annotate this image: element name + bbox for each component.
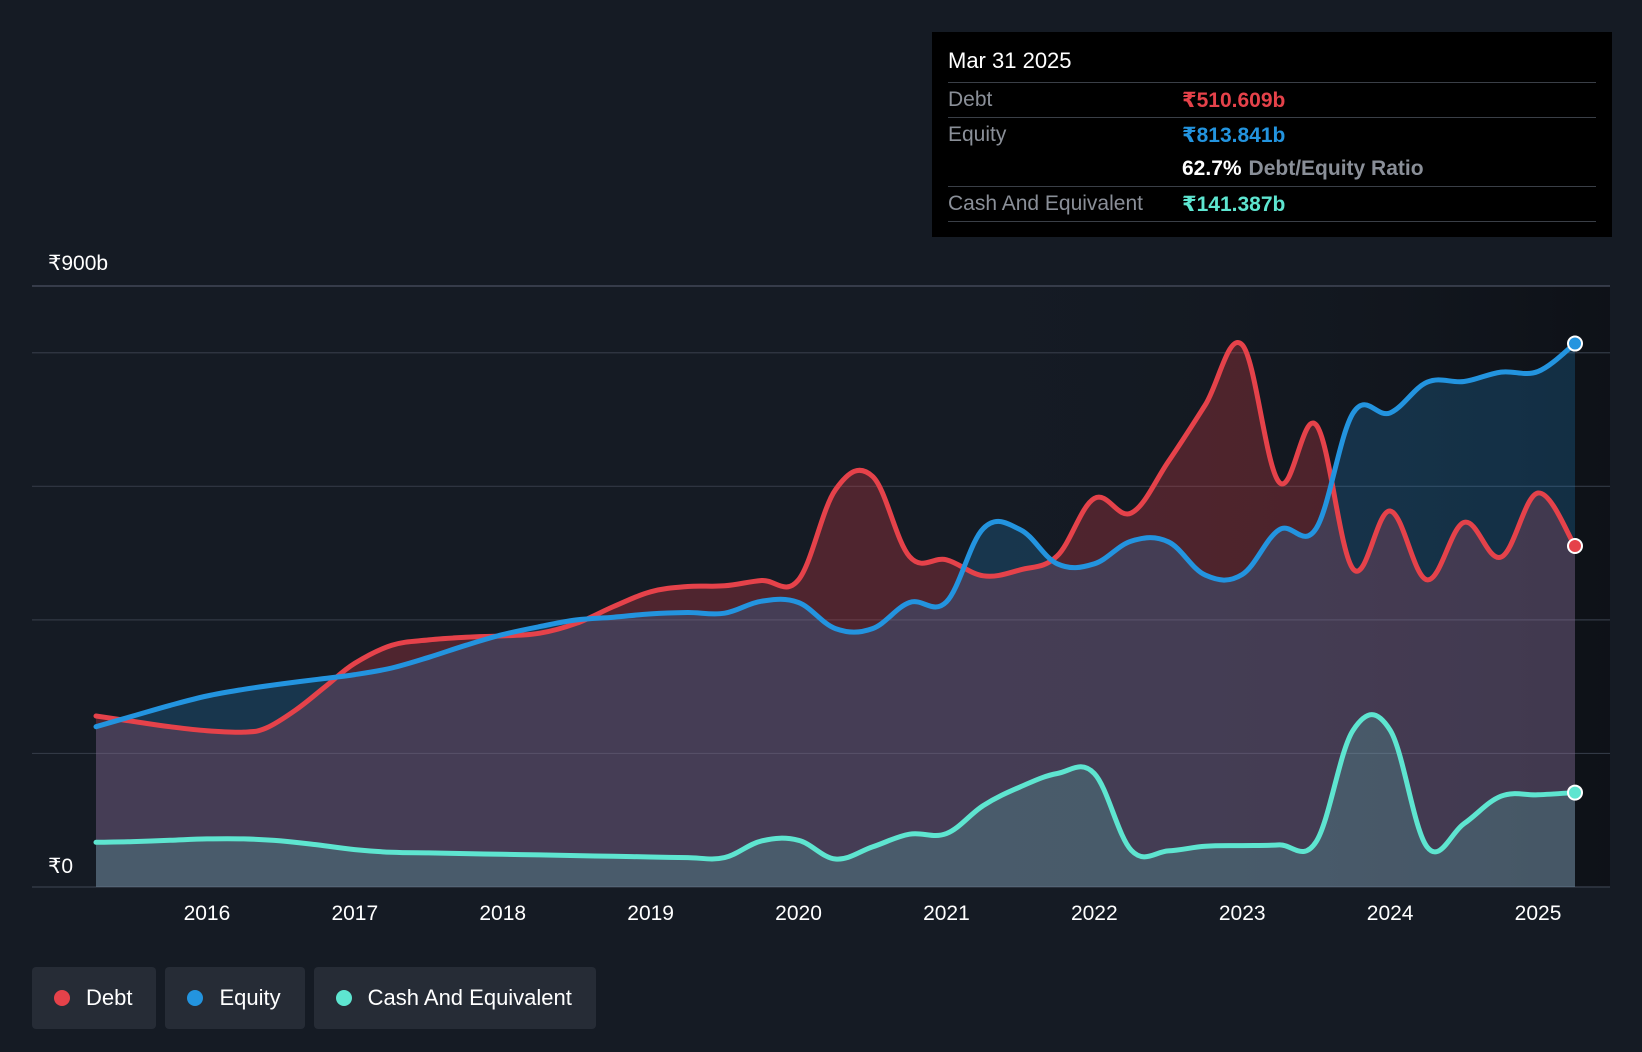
- cash-area: [96, 714, 1575, 887]
- x-tick-label: 2018: [479, 902, 526, 925]
- tooltip-cash-row: Cash And Equivalent ₹141.387b: [948, 186, 1596, 222]
- y-tick-label: ₹900b: [48, 252, 108, 275]
- tooltip-ratio-value: 62.7%: [1182, 157, 1242, 180]
- legend-item-cash[interactable]: Cash And Equivalent: [313, 967, 596, 1029]
- hover-tooltip: Mar 31 2025 Debt ₹510.609b Equity ₹813.8…: [932, 32, 1612, 237]
- x-tick-label: 2021: [923, 902, 970, 925]
- cash-end-marker: [1567, 784, 1583, 801]
- legend-item-debt[interactable]: Debt: [32, 967, 157, 1029]
- legend-equity-label: Equity: [219, 985, 281, 1010]
- x-tick-label: 2025: [1515, 902, 1562, 925]
- equity-dot-icon: [187, 990, 204, 1006]
- debt-area: [96, 342, 1575, 887]
- tooltip-debt-value: ₹510.609b: [1182, 88, 1286, 112]
- tooltip-equity-value: ₹813.841b: [1182, 123, 1286, 147]
- cash-dot-icon: [335, 990, 352, 1006]
- equity-area: [96, 343, 1575, 887]
- x-tick-label: 2023: [1219, 902, 1266, 925]
- tooltip-debt-row: Debt ₹510.609b: [948, 82, 1596, 117]
- tooltip-ratio-label: Debt/Equity Ratio: [1248, 157, 1424, 180]
- legend-item-equity[interactable]: Equity: [165, 967, 305, 1029]
- cash-line: [93, 712, 1578, 862]
- x-tick-label: 2016: [184, 902, 231, 925]
- y-tick-label: ₹0: [48, 855, 73, 878]
- tooltip-date: Mar 31 2025: [948, 48, 1072, 73]
- x-tick-label: 2019: [627, 902, 674, 925]
- x-tick-label: 2022: [1071, 902, 1118, 925]
- debt-dot-icon: [54, 990, 70, 1006]
- equity-line: [93, 341, 1578, 730]
- tooltip-equity-row: Equity ₹813.841b: [948, 117, 1596, 152]
- debt-end-marker: [1567, 538, 1583, 555]
- tooltip-equity-label: Equity: [948, 123, 1007, 146]
- legend-debt-label: Debt: [86, 985, 133, 1010]
- equity-end-marker: [1567, 335, 1583, 352]
- tooltip-cash-label: Cash And Equivalent: [948, 192, 1143, 215]
- tooltip-ratio-row: 62.7% Debt/Equity Ratio: [948, 152, 1596, 186]
- tooltip-cash-value: ₹141.387b: [1182, 192, 1286, 216]
- legend-cash-label: Cash And Equivalent: [367, 985, 572, 1010]
- x-tick-label: 2020: [775, 902, 822, 925]
- x-tick-label: 2017: [331, 902, 378, 925]
- x-tick-label: 2024: [1367, 902, 1414, 925]
- tooltip-debt-label: Debt: [948, 88, 993, 111]
- chart-legend: Debt Equity Cash And Equivalent: [32, 967, 596, 1029]
